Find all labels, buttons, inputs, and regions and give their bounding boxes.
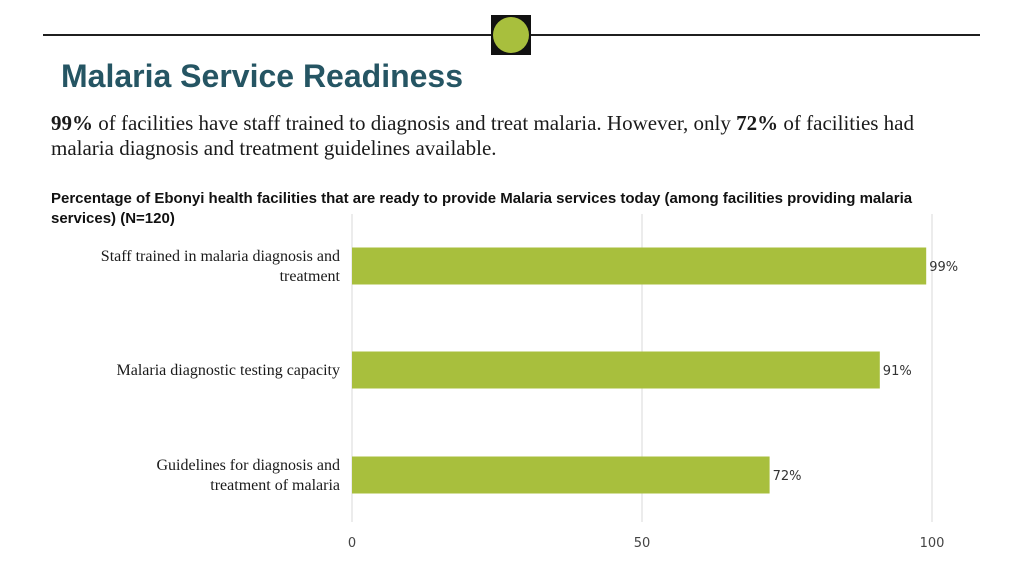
category-label-line: Staff trained in malaria diagnosis and xyxy=(101,248,340,265)
lead-highlight-guidelines: 72% xyxy=(736,111,779,135)
page-title: Malaria Service Readiness xyxy=(61,58,464,94)
x-tick-label: 100 xyxy=(920,536,945,551)
x-tick-label: 50 xyxy=(634,536,651,551)
data-label: 99% xyxy=(929,260,958,275)
data-label: 72% xyxy=(773,469,802,484)
category-label-line: Guidelines for diagnosis and xyxy=(156,457,340,474)
category-label-line: treatment of malaria xyxy=(210,477,340,494)
logo-circle-icon xyxy=(493,17,529,53)
chart-title: Percentage of Ebonyi health facilities t… xyxy=(51,190,913,227)
category-label-line: Malaria diagnostic testing capacity xyxy=(117,362,340,379)
bar xyxy=(352,351,880,389)
bar xyxy=(352,456,770,494)
bar xyxy=(352,247,927,285)
lead-text-part4: of facilities had malaria diagnosis and … xyxy=(51,111,915,160)
category-label: Malaria diagnostic testing capacity xyxy=(117,362,340,379)
lead-text: 99% of facilities have staff trained to … xyxy=(51,111,971,161)
logo xyxy=(491,15,531,55)
data-label: 91% xyxy=(883,364,912,379)
lead-highlight-staff: 99% xyxy=(51,111,93,135)
category-label-line: treatment xyxy=(280,268,341,285)
x-tick-label: 0 xyxy=(348,536,356,551)
category-label: Staff trained in malaria diagnosis and tr… xyxy=(101,248,341,285)
lead-text-part2: of facilities have staff trained to diag… xyxy=(93,111,737,135)
category-label: Guidelines for diagnosis and treatment of… xyxy=(156,457,340,494)
